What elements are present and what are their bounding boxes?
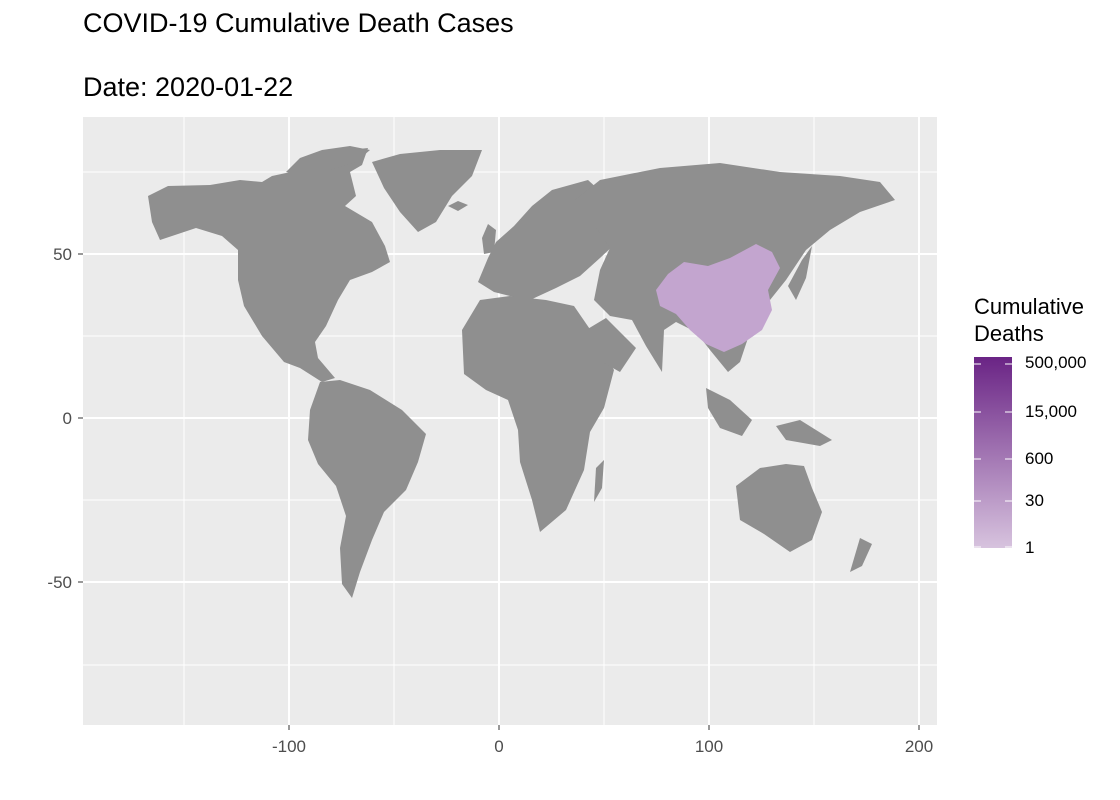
legend-label: 15,000 [1025, 402, 1077, 421]
legend-label: 600 [1025, 449, 1054, 468]
legend-colorbar [974, 357, 1012, 548]
y-axis-tick-marks [78, 253, 83, 583]
australia [736, 464, 822, 552]
uk [482, 224, 496, 254]
new-zealand [850, 538, 872, 572]
china-region [656, 244, 780, 352]
x-tick-label: 200 [905, 737, 933, 756]
africa [462, 296, 614, 532]
madagascar [594, 460, 604, 502]
x-tick-label: 0 [494, 737, 503, 756]
arctic-islands [286, 146, 370, 176]
greenland [372, 150, 482, 232]
x-tick-label: -100 [272, 737, 306, 756]
y-tick-label: 50 [53, 245, 72, 264]
japan [788, 246, 812, 300]
y-tick-label: -50 [47, 573, 72, 592]
legend-title: Cumulative Deaths [974, 293, 1114, 347]
north-america [148, 148, 390, 382]
legend-ticks [974, 363, 1012, 548]
legend-title-line1: Cumulative [974, 294, 1085, 319]
arabia [586, 318, 636, 372]
y-tick-label: 0 [63, 409, 72, 428]
legend-label: 1 [1025, 538, 1035, 557]
x-tick-label: 100 [695, 737, 723, 756]
iceland [448, 201, 468, 211]
new-guinea [776, 420, 832, 446]
x-axis-labels: -100 0 100 200 [272, 737, 933, 756]
southeast-asia-islands [706, 388, 752, 436]
map-subtitle: Date: 2020-01-22 [83, 72, 294, 102]
y-axis-labels: 50 0 -50 [47, 245, 72, 592]
legend-label: 500,000 [1025, 353, 1087, 372]
legend-label: 30 [1025, 491, 1044, 510]
map-title: COVID-19 Cumulative Death Cases [83, 8, 514, 38]
south-america [308, 380, 426, 598]
x-axis-tick-marks [288, 725, 920, 730]
legend-title-line2: Deaths [974, 321, 1044, 346]
